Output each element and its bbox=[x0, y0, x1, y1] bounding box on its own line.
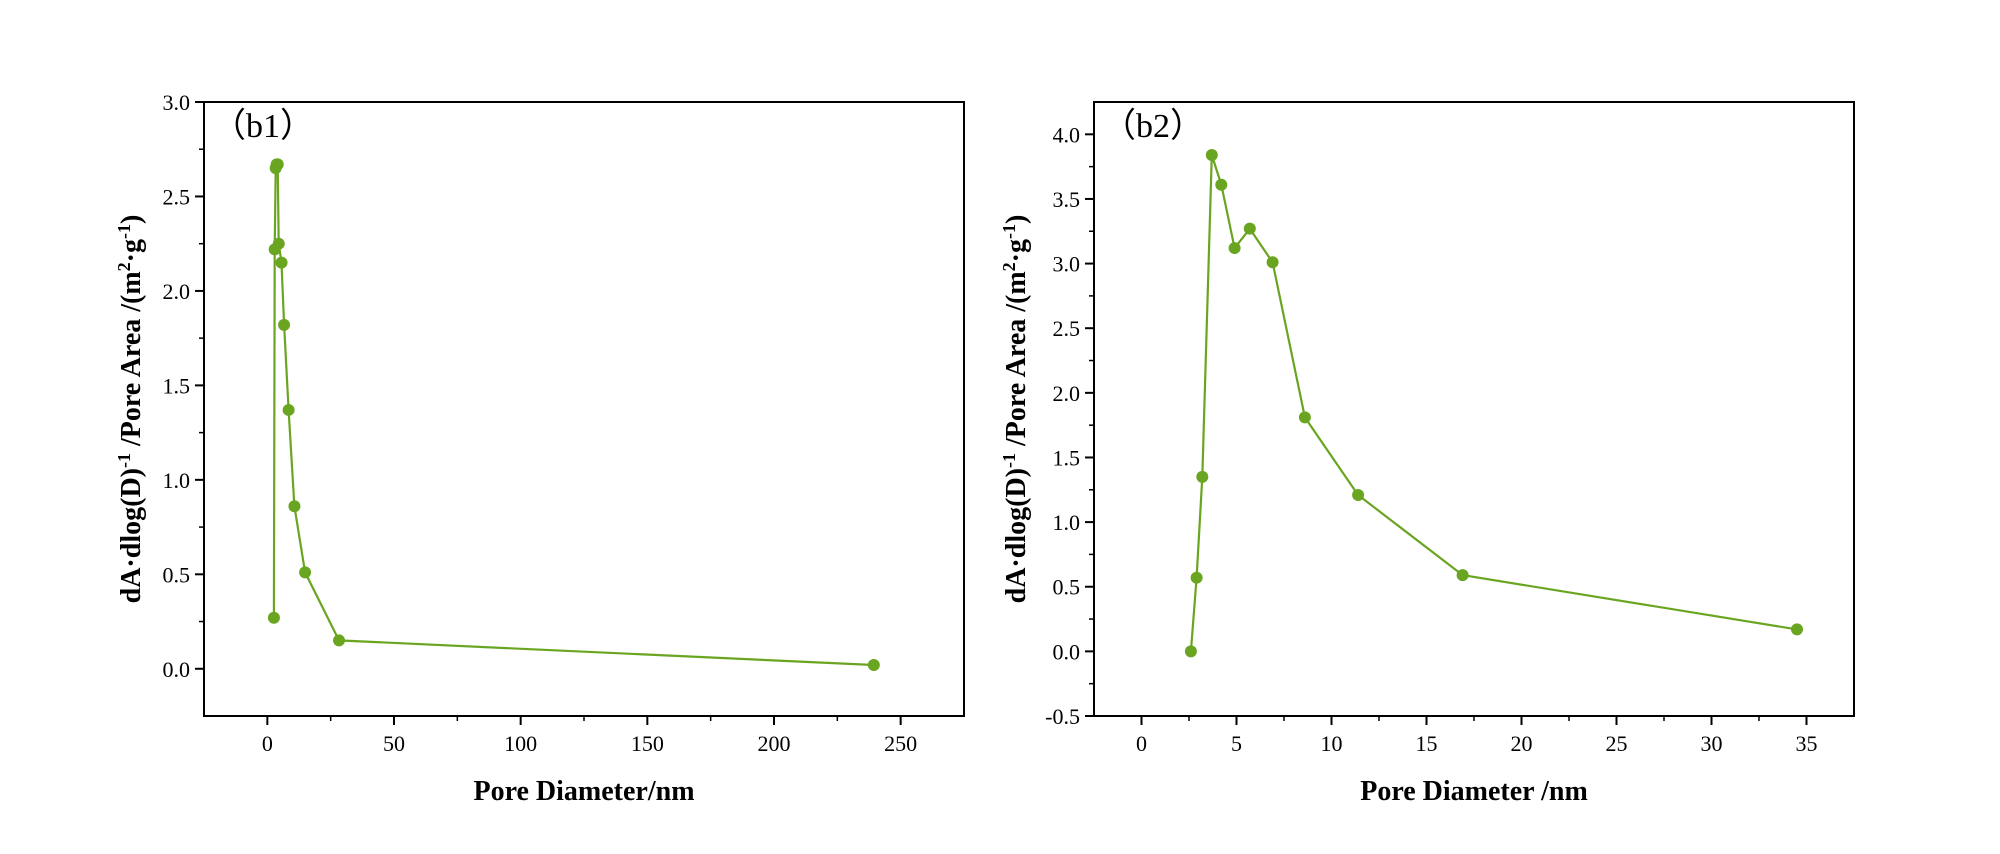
x-tick-label: 5 bbox=[1231, 731, 1242, 756]
data-point bbox=[282, 403, 295, 416]
data-point bbox=[333, 634, 346, 647]
y-tick-label: 0.5 bbox=[163, 562, 191, 587]
x-tick-label: 150 bbox=[631, 731, 664, 756]
data-point bbox=[1190, 571, 1203, 584]
panel-label: （b1） bbox=[212, 107, 314, 145]
y-axis-title: dA·dlog(D)-1 /Pore Area /(m2·g-1) bbox=[999, 215, 1032, 604]
data-point bbox=[1298, 411, 1311, 424]
chart-b1: （b1） Pore Diameter/nm dA·dlog(D)-1 /Pore… bbox=[114, 90, 965, 807]
y-tick-label: 4.0 bbox=[1053, 122, 1081, 147]
data-point bbox=[1184, 645, 1197, 658]
data-point bbox=[267, 611, 280, 624]
data-point bbox=[288, 500, 301, 513]
y-tick-label: 0.0 bbox=[1053, 639, 1081, 664]
data-point bbox=[272, 237, 285, 250]
x-tick-label: 15 bbox=[1416, 731, 1438, 756]
data-point bbox=[1266, 256, 1279, 269]
x-tick-label: 30 bbox=[1701, 731, 1723, 756]
series-line bbox=[1189, 154, 1798, 652]
data-point bbox=[271, 158, 284, 171]
y-tick-label: 3.0 bbox=[1053, 252, 1081, 277]
y-tick-label: 3.5 bbox=[1053, 187, 1081, 212]
x-tick-label: 0 bbox=[262, 731, 273, 756]
x-tick-label: 20 bbox=[1511, 731, 1533, 756]
data-point bbox=[1791, 623, 1803, 636]
y-tick-label: 2.0 bbox=[1053, 381, 1081, 406]
x-tick-label: 0 bbox=[1136, 731, 1147, 756]
x-tick-label: 250 bbox=[884, 731, 917, 756]
chart-b2: （b2） Pore Diameter /nm dA·dlog(D)-1 /Por… bbox=[999, 101, 1855, 807]
y-axis-title: dA·dlog(D)-1 /Pore Area /(m2·g-1) bbox=[114, 215, 147, 604]
data-point bbox=[867, 658, 880, 671]
x-tick-label: 100 bbox=[504, 731, 537, 756]
x-tick-label: 200 bbox=[758, 731, 791, 756]
x-axis-title: Pore Diameter /nm bbox=[1360, 776, 1588, 807]
x-tick-label: 10 bbox=[1321, 731, 1343, 756]
y-tick-label: 2.5 bbox=[1053, 316, 1081, 341]
data-point bbox=[1215, 178, 1228, 191]
y-tick-label: -0.5 bbox=[1045, 704, 1080, 729]
y-tick-label: 1.0 bbox=[1053, 510, 1081, 535]
y-tick-label: 1.0 bbox=[163, 468, 191, 493]
y-tick-label: 0.5 bbox=[1053, 575, 1081, 600]
plot-frame bbox=[1093, 101, 1855, 717]
data-point bbox=[1243, 222, 1256, 235]
panel-label: （b2） bbox=[1102, 107, 1204, 145]
series-line bbox=[272, 163, 874, 667]
data-point bbox=[1352, 488, 1365, 501]
data-point bbox=[275, 256, 288, 269]
data-point bbox=[299, 566, 312, 579]
y-tick-label: 1.5 bbox=[163, 373, 191, 398]
y-tick-label: 0.0 bbox=[163, 657, 191, 682]
data-point bbox=[1196, 470, 1209, 483]
x-tick-label: 50 bbox=[383, 731, 405, 756]
x-tick-label: 25 bbox=[1606, 731, 1628, 756]
plot-frame bbox=[203, 101, 965, 717]
y-tick-label: 2.5 bbox=[163, 184, 191, 209]
data-point bbox=[1205, 148, 1218, 161]
y-tick-label: 1.5 bbox=[1053, 445, 1081, 470]
y-tick-label: 3.0 bbox=[163, 90, 191, 115]
x-tick-label: 35 bbox=[1796, 731, 1818, 756]
data-point bbox=[1228, 242, 1241, 255]
x-axis-title: Pore Diameter/nm bbox=[473, 776, 694, 807]
y-tick-label: 2.0 bbox=[163, 279, 191, 304]
data-point bbox=[278, 318, 291, 331]
data-point bbox=[1456, 569, 1469, 582]
